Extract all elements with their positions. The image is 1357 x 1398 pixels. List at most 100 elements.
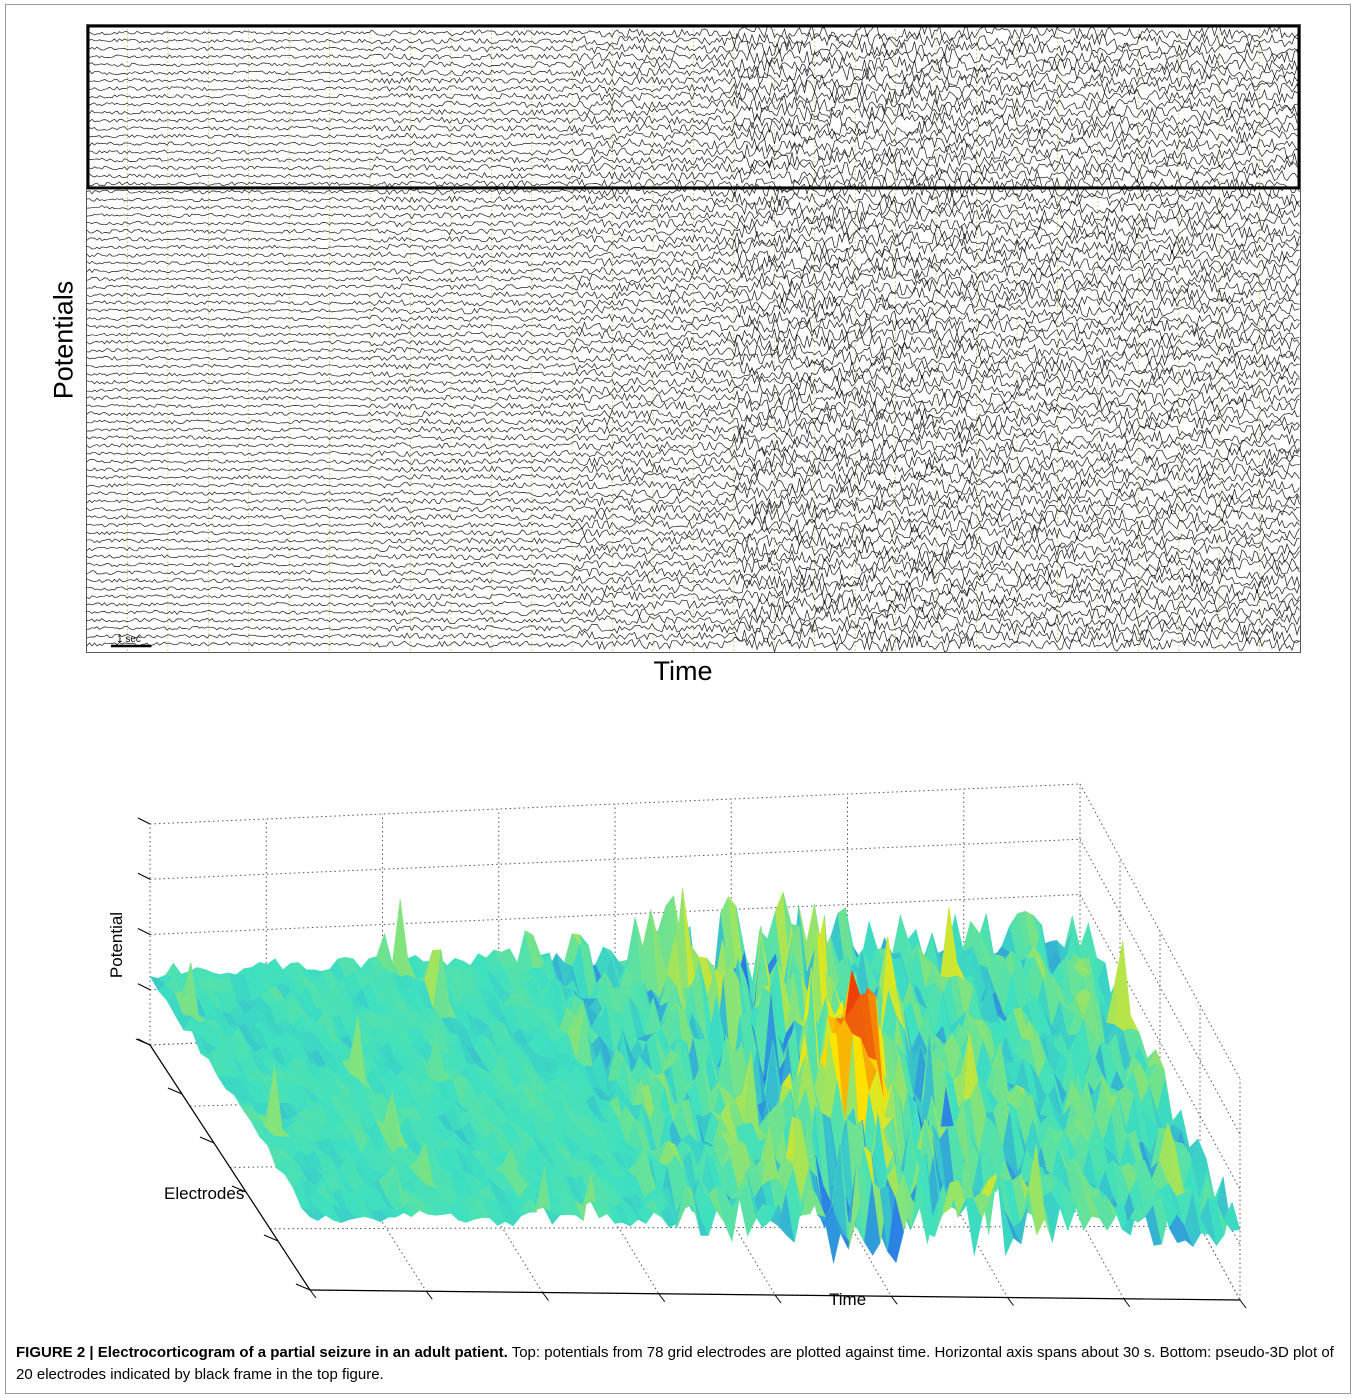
channel-trace	[87, 587, 1300, 605]
channel-trace	[87, 285, 1300, 304]
channel-trace	[87, 420, 1300, 440]
channel-trace	[87, 579, 1300, 597]
channel-trace	[87, 499, 1300, 519]
surface-plot-svg	[135, 783, 1247, 1309]
axis-tick	[658, 1293, 666, 1303]
channel-trace	[87, 63, 1300, 82]
channel-trace	[87, 111, 1300, 130]
channel-trace	[87, 516, 1300, 534]
axis-tick	[1123, 1298, 1131, 1308]
grid-line	[1079, 839, 1241, 1135]
channel-trace	[87, 452, 1300, 470]
channel-trace	[87, 348, 1300, 368]
surface-cell	[392, 898, 409, 977]
channel-trace	[87, 270, 1300, 288]
channel-trace	[87, 436, 1300, 455]
axis-tick	[1007, 1297, 1014, 1306]
channel-trace	[87, 428, 1300, 447]
channel-trace	[87, 564, 1300, 582]
channel-trace	[87, 87, 1300, 106]
channel-trace	[87, 262, 1300, 281]
channel-trace	[87, 396, 1300, 414]
channel-trace	[87, 341, 1300, 360]
channel-trace	[87, 523, 1300, 542]
channel-trace	[87, 158, 1300, 177]
potentials-axis-label: Potentials	[48, 280, 79, 400]
axis-tick	[137, 817, 151, 825]
selection-frame	[87, 25, 1300, 190]
channel-trace	[87, 127, 1300, 145]
channel-trace	[87, 325, 1300, 344]
axis-tick	[295, 1283, 311, 1291]
time-axis-label-3d: Time	[829, 1290, 867, 1309]
axis-tick	[263, 1234, 279, 1242]
channel-trace	[87, 627, 1300, 645]
channel-trace	[87, 333, 1300, 352]
channel-trace	[87, 103, 1300, 122]
surface-cell	[1223, 1201, 1241, 1232]
channel-trace	[87, 507, 1300, 527]
figure-caption: FIGURE 2 | Electrocorticogram of a parti…	[16, 1342, 1336, 1386]
channel-trace	[87, 55, 1300, 74]
channel-trace	[87, 357, 1300, 375]
channel-trace	[87, 230, 1300, 249]
electrodes-axis-label: Electrodes	[164, 1184, 245, 1203]
channel-trace	[87, 135, 1300, 154]
channel-trace	[87, 381, 1300, 399]
channel-trace	[87, 191, 1300, 209]
grid-line	[1079, 783, 1241, 1080]
channel-trace	[87, 302, 1300, 320]
channel-trace	[87, 246, 1300, 264]
channel-trace	[87, 477, 1300, 494]
grid-line	[1079, 894, 1241, 1190]
channel-trace	[87, 150, 1300, 169]
channel-trace	[87, 255, 1300, 272]
axis-tick	[137, 1038, 151, 1046]
grid-line	[730, 1019, 892, 1297]
ecog-traces-svg: 1 sec	[87, 25, 1300, 652]
axis-tick	[774, 1294, 782, 1304]
channel-trace	[87, 278, 1300, 296]
caption-body: Top: potentials from 78 grid electrodes …	[16, 1344, 1334, 1383]
axis-tick	[137, 872, 151, 880]
channel-trace	[87, 48, 1300, 66]
axis-tick	[1239, 1299, 1247, 1309]
channel-trace	[87, 95, 1300, 113]
axis-tick	[890, 1295, 898, 1305]
axis-tick	[231, 1185, 247, 1193]
channel-trace	[87, 373, 1300, 391]
channel-trace	[87, 31, 1300, 50]
channel-trace	[87, 532, 1300, 551]
figure-frame	[5, 4, 1351, 1394]
axis-tick	[309, 1289, 317, 1299]
channel-trace	[87, 468, 1300, 485]
grid-line	[149, 838, 1081, 880]
channel-trace	[87, 317, 1300, 336]
channel-trace	[87, 223, 1300, 241]
channel-trace	[87, 540, 1300, 558]
grid-line	[269, 1225, 1201, 1230]
channel-trace	[87, 611, 1300, 630]
axis-tick	[167, 1087, 183, 1095]
surface-mesh	[149, 888, 1241, 1264]
channel-trace	[87, 206, 1300, 225]
channel-trace	[87, 548, 1300, 565]
axis-tick	[137, 983, 151, 991]
axis-tick	[137, 928, 151, 935]
channel-trace	[87, 142, 1300, 161]
channel-trace	[87, 555, 1300, 574]
axis-tick	[542, 1292, 549, 1301]
channel-trace	[87, 460, 1300, 479]
channel-trace	[87, 619, 1300, 637]
channel-trace	[87, 215, 1300, 233]
axis-line	[149, 1044, 311, 1291]
channel-trace	[87, 79, 1300, 98]
channel-trace	[87, 39, 1300, 57]
axis-tick	[425, 1290, 433, 1300]
channel-trace	[87, 412, 1300, 432]
channel-trace	[87, 365, 1300, 383]
channel-trace	[87, 295, 1300, 312]
channel-trace	[87, 484, 1300, 503]
scale-bar-label: 1 sec	[117, 634, 141, 645]
channel-trace	[87, 389, 1300, 408]
